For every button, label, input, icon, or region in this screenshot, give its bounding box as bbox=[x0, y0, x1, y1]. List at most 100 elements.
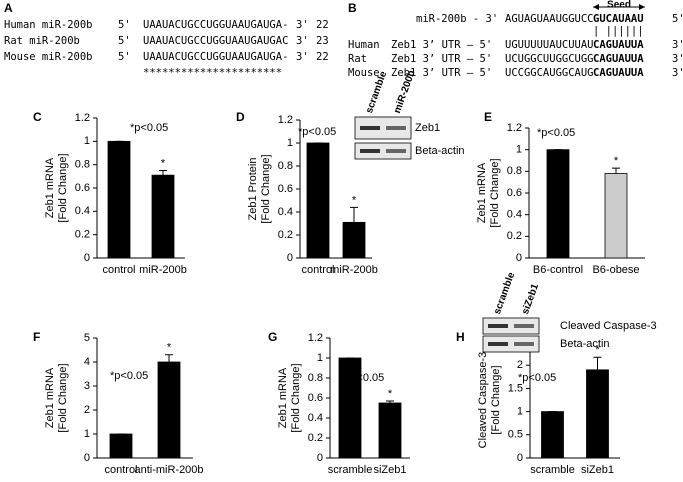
y-tick-label: 0.2 bbox=[278, 229, 293, 241]
y-tick-label: 1 bbox=[84, 428, 90, 440]
blot-band bbox=[386, 126, 406, 130]
end: 3' bbox=[672, 67, 683, 79]
panel-letter: E bbox=[484, 110, 492, 124]
blot-band bbox=[386, 149, 406, 153]
panel-letter: G bbox=[268, 330, 277, 344]
bar bbox=[306, 142, 330, 259]
y-axis-label: Zeb1 mRNA bbox=[476, 162, 488, 223]
y-tick-label: 0.6 bbox=[507, 187, 522, 199]
bar bbox=[586, 369, 609, 459]
blot-box bbox=[482, 335, 540, 353]
y-axis-label: Zeb1 mRNA bbox=[44, 157, 56, 218]
y-tick-label: 0 bbox=[317, 452, 323, 464]
y-tick-label: 1.2 bbox=[75, 112, 90, 124]
y-tick-label: 1 bbox=[84, 135, 90, 147]
species: Human bbox=[348, 39, 380, 51]
x-tick-label: anti-miR-200b bbox=[134, 464, 203, 476]
panel-letter: D bbox=[236, 110, 245, 124]
significance-marker: * bbox=[161, 157, 166, 169]
y-axis-label: [Fold Change] bbox=[490, 365, 502, 434]
significance-marker: * bbox=[614, 155, 619, 167]
end: 5' bbox=[672, 13, 683, 25]
y-tick-label: 0 bbox=[517, 452, 523, 464]
y-axis-label: [Fold Change] bbox=[290, 363, 302, 432]
x-tick-label: control bbox=[104, 464, 137, 476]
panel-letter: F bbox=[33, 330, 40, 344]
seed-target: CAGUAUUA bbox=[593, 67, 644, 79]
sequence: AGUAGUAAUGGUCC bbox=[505, 13, 594, 25]
y-tick-label: 0.6 bbox=[308, 392, 323, 404]
species: Mouse miR-200b bbox=[4, 51, 93, 63]
sequence: UCUGGCUUGGCUGG bbox=[505, 53, 594, 65]
bar bbox=[342, 221, 366, 259]
y-axis-label: [Fold Change] bbox=[260, 154, 272, 223]
bar bbox=[546, 149, 570, 259]
y-axis-label: [Fold Change] bbox=[489, 158, 501, 227]
mirna-name: miR-200b - 3' bbox=[416, 13, 498, 25]
blot-band bbox=[360, 149, 380, 153]
blot-band-label: Zeb1 bbox=[415, 122, 440, 134]
bar-chart: G Zeb1 mRNA [Fold Change] 0 0.2 0.4 0.6 0.8 1 1.2… bbox=[268, 330, 410, 476]
seed-label: Seed bbox=[607, 0, 631, 11]
species: Human miR-200b bbox=[4, 19, 93, 31]
y-tick-label: 0.6 bbox=[75, 182, 90, 194]
arrow-heads bbox=[593, 4, 645, 10]
panel-letter: C bbox=[33, 110, 42, 124]
error-bar bbox=[386, 400, 394, 403]
sequence: UCCGGCAUGGCAUG bbox=[505, 67, 594, 79]
y-tick-label: 3 bbox=[84, 380, 90, 392]
error-bar bbox=[350, 206, 358, 223]
annotation: *p<0.05 bbox=[298, 126, 336, 138]
end: 3' bbox=[296, 19, 309, 31]
y-tick-label: 0.2 bbox=[308, 432, 323, 444]
end: 3' bbox=[296, 51, 309, 63]
utr: Zeb1 3’ UTR – 5' bbox=[391, 39, 492, 51]
y-axis-label: Zeb1 mRNA bbox=[44, 367, 56, 428]
end: 3' bbox=[296, 35, 309, 47]
sequence: UAAUACUGCCUGGUAAUGAUGA- bbox=[143, 19, 288, 31]
y-tick-label: 1.2 bbox=[507, 122, 522, 134]
y-tick-label: 1 bbox=[516, 144, 522, 156]
blot-lane-label: siZeb1 bbox=[520, 282, 541, 316]
annotation: *p<0.05 bbox=[110, 370, 148, 382]
pairing: | |||||| bbox=[593, 25, 644, 37]
bar bbox=[541, 411, 564, 459]
y-tick-label: 0 bbox=[516, 252, 522, 264]
utr: Zeb1 3’ UTR – 5' bbox=[391, 53, 492, 65]
annotation: *p<0.05 bbox=[537, 127, 575, 139]
error-bar bbox=[159, 170, 167, 176]
y-tick-label: 2 bbox=[517, 359, 523, 371]
alignment-a: Human miR-200b 5' UAAUACUGCCUGGUAAUGAUGA… bbox=[4, 19, 329, 79]
end: 3' bbox=[672, 53, 683, 65]
blot-band bbox=[488, 342, 508, 346]
blot-box bbox=[354, 142, 412, 160]
y-tick-label: 0.6 bbox=[278, 183, 293, 195]
annotation: *p<0.05 bbox=[130, 122, 168, 134]
y-tick-label: 1.2 bbox=[278, 114, 293, 126]
length: 22 bbox=[316, 51, 329, 63]
significance-marker: * bbox=[352, 194, 357, 206]
bar bbox=[604, 173, 628, 259]
seed-target: CAGUAUUA bbox=[593, 53, 644, 65]
y-tick-label: 1 bbox=[317, 352, 323, 364]
panel-letter: H bbox=[456, 330, 465, 344]
sequence: UAAUACUGCCUGGUAAUGAUGAC bbox=[143, 35, 288, 47]
utr: Zeb1 3’ UTR – 5' bbox=[391, 67, 492, 79]
y-tick-label: 0 bbox=[287, 252, 293, 264]
error-bar bbox=[593, 356, 602, 370]
x-tick-label: scramble bbox=[328, 464, 373, 476]
y-tick-label: 0.8 bbox=[278, 160, 293, 172]
annotation: *p<0.05 bbox=[518, 372, 556, 384]
blot-band bbox=[360, 126, 380, 130]
blot-box bbox=[354, 116, 412, 140]
x-tick-label: miR-200b bbox=[330, 264, 378, 276]
significance-marker: * bbox=[167, 342, 172, 354]
bar bbox=[378, 402, 402, 459]
species: Rat bbox=[348, 53, 367, 65]
seed-sequence: GUCAUAAU bbox=[593, 13, 644, 25]
x-tick-label: scramble bbox=[530, 464, 575, 476]
blot-band-label: Beta-actin bbox=[415, 145, 465, 157]
